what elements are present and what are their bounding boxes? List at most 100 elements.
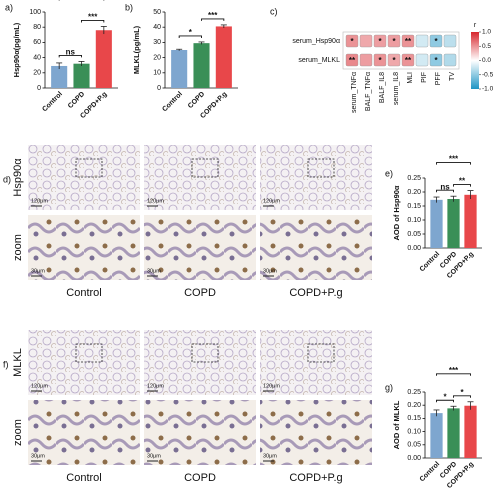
y-tick-label: 0.20 — [407, 189, 421, 196]
y-tick-label: 0 — [157, 85, 161, 92]
column-label: Control — [66, 472, 101, 484]
y-axis-title: AOD of Hsp90α — [392, 185, 401, 240]
scale-label: 30μm — [31, 268, 45, 274]
row-label: zoom — [12, 234, 24, 261]
y-tick-label: 40 — [33, 54, 41, 61]
x-tick-label: Control — [419, 461, 442, 484]
significance-label: *** — [449, 155, 459, 164]
zoom-region — [75, 158, 103, 178]
scale-label: 120μm — [31, 198, 48, 204]
significance-label: * — [443, 392, 447, 401]
heatmap-cell — [345, 34, 359, 48]
colorbar — [471, 32, 479, 89]
scale-label: 30μm — [263, 268, 277, 274]
y-tick-label: 40 — [153, 24, 161, 31]
scale-label: 30μm — [263, 453, 277, 459]
cell-annotation: * — [434, 37, 438, 46]
heatmap-cell — [443, 53, 457, 67]
heatmap-cell — [359, 34, 373, 48]
y-tick-label: 0.25 — [407, 389, 421, 396]
y-tick-label: 0.15 — [407, 415, 421, 422]
y-tick-label: 0.20 — [407, 402, 421, 409]
y-tick-label: 0.15 — [407, 203, 421, 210]
micrograph-zoom — [144, 400, 256, 465]
column-label: PFF — [435, 72, 442, 85]
y-tick-label: 20 — [153, 54, 161, 61]
y-tick-label: 0.10 — [407, 217, 421, 224]
x-tick-label: Control — [419, 251, 442, 274]
scale-label: 120μm — [263, 198, 280, 204]
heatmap-cell — [359, 53, 373, 67]
micrograph — [260, 145, 372, 210]
y-tick-label: 0.05 — [407, 231, 421, 238]
significance-label: *** — [449, 366, 459, 375]
bar — [447, 199, 460, 248]
heatmap-cell — [387, 53, 401, 67]
heatmap-frame — [342, 31, 460, 70]
row-label: zoom — [12, 419, 24, 446]
column-label: TV — [449, 72, 456, 81]
y-tick-label: 10 — [153, 70, 161, 77]
column-label: BALF_TNFα — [365, 72, 372, 111]
y-tick-label: 0.05 — [407, 442, 421, 449]
zoom-region — [307, 158, 335, 178]
significance-bracket — [201, 18, 225, 21]
cell-annotation: * — [392, 37, 396, 46]
y-axis-title: MLKL(pg/mL) — [132, 25, 141, 74]
column-label: BALF_IL8 — [379, 72, 386, 103]
scale-label: 30μm — [147, 453, 161, 459]
column-label: PIF — [421, 72, 428, 83]
significance-bracket — [436, 399, 454, 403]
heatmap-cell — [429, 53, 443, 67]
significance-bracket — [436, 373, 471, 376]
scale-label: 30μm — [147, 268, 161, 274]
panel-label: e) — [385, 168, 393, 178]
colorbar-tick-label: 1.0 — [482, 29, 491, 36]
column-label: MLI — [407, 72, 414, 84]
bar — [95, 30, 112, 89]
heatmap-cell — [345, 53, 359, 67]
y-tick-label: 80 — [33, 24, 41, 31]
heatmap-cell — [443, 34, 457, 48]
y-axis-title: AOD of MLKL — [392, 400, 401, 449]
y-tick-label: 20 — [33, 70, 41, 77]
panel-label: f) — [3, 359, 9, 369]
significance-label: ns — [66, 48, 76, 57]
row-label: serum_Hsp90α — [292, 38, 340, 45]
panel-label: b) — [125, 2, 133, 12]
colorbar-tick-label: -0.5 — [482, 71, 494, 78]
row-label: serum_MLKL — [298, 57, 340, 64]
cell-annotation: * — [434, 56, 438, 65]
y-axis-title: Hsp90α(pg/mL) — [12, 22, 21, 77]
micrograph — [28, 145, 140, 210]
cell-annotation: * — [378, 56, 382, 65]
significance-label: * — [189, 28, 193, 37]
cell-annotation: * — [392, 56, 396, 65]
micrograph-zoom — [28, 400, 140, 465]
micrograph — [144, 145, 256, 210]
row-label: MLKL — [12, 348, 24, 377]
zoom-region — [191, 343, 219, 363]
heatmap-cell — [415, 53, 429, 67]
significance-bracket — [436, 189, 454, 193]
micrograph — [260, 330, 372, 395]
bar — [215, 26, 232, 88]
column-label: COPD+P.g — [289, 287, 342, 299]
column-label: COPD — [184, 287, 216, 299]
cell-annotation: ** — [405, 56, 412, 65]
column-label: Control — [66, 287, 101, 299]
scale-label: 120μm — [147, 198, 164, 204]
bar — [193, 43, 210, 88]
cell-annotation: ** — [349, 56, 356, 65]
zoom-region — [191, 158, 219, 178]
micrograph-zoom — [260, 400, 372, 465]
heatmap-cell — [373, 34, 387, 48]
micrograph-zoom — [144, 215, 256, 280]
heatmap-cell — [387, 34, 401, 48]
significance-label: ns — [440, 182, 450, 191]
column-label: serum_TNFα — [351, 72, 358, 113]
zoom-region — [307, 343, 335, 363]
x-tick-label: COPD — [67, 91, 86, 110]
scale-label: 30μm — [31, 453, 45, 459]
